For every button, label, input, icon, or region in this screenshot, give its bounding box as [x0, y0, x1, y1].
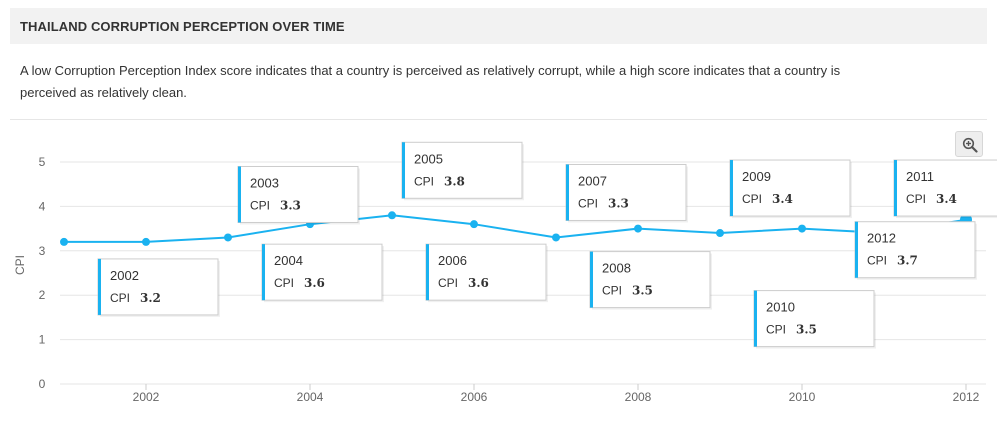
x-tick-label: 2006: [461, 390, 488, 404]
cpi-series-line: [64, 214, 967, 243]
tooltip-metric-label: CPI: [438, 276, 458, 290]
tooltip-year: 2006: [438, 253, 467, 268]
chart-section-title: THAILAND CORRUPTION PERCEPTION OVER TIME: [20, 19, 345, 34]
tooltip-value: 3.2: [140, 291, 161, 305]
data-point: [470, 220, 478, 229]
tooltip-year: 2009: [742, 169, 771, 184]
zoom-in-icon: [962, 137, 978, 153]
tooltip-year: 2012: [867, 231, 896, 246]
tooltip-value: 3.7: [897, 254, 918, 268]
tooltip-accent-bar: [238, 166, 241, 223]
x-tick-label: 2008: [625, 390, 652, 404]
x-tick-label: 2004: [297, 390, 324, 404]
tooltip-accent-bar: [855, 221, 858, 278]
y-tick-label: 5: [39, 155, 46, 169]
tooltip-value: 3.6: [304, 276, 325, 290]
tooltip-year: 2008: [602, 261, 631, 276]
tooltip-label-2012: 2012 CPI 3.7: [854, 221, 977, 280]
tooltip-box: [401, 141, 523, 199]
y-tick-label: 1: [39, 333, 46, 347]
tooltip-accent-bar: [98, 258, 101, 315]
tooltip-accent-bar: [894, 160, 897, 217]
chart-description: A low Corruption Perception Index score …: [20, 60, 960, 104]
description-line-2: perceived as relatively clean.: [20, 85, 187, 100]
tooltip-metric-label: CPI: [274, 276, 294, 290]
tooltip-label-2006: 2006 CPI 3.6: [425, 243, 548, 303]
tooltip-value: 3.4: [772, 192, 793, 206]
y-tick-label: 2: [39, 288, 46, 302]
tooltip-label-2011: 2011 CPI 3.4: [893, 159, 997, 219]
data-point: [142, 237, 150, 246]
tooltip-label-2008: 2008 CPI 3.5: [589, 251, 712, 310]
description-line-1: A low Corruption Perception Index score …: [20, 63, 841, 78]
tooltip-year: 2011: [906, 169, 934, 184]
data-point: [60, 237, 68, 246]
tooltip-metric-label: CPI: [766, 323, 786, 337]
tooltip-box: [893, 159, 997, 217]
tooltip-accent-bar: [730, 160, 733, 217]
tooltip-metric-label: CPI: [578, 196, 598, 210]
tooltip-value: 3.8: [444, 174, 465, 188]
tooltip-accent-bar: [402, 142, 405, 199]
tooltip-label-2002: 2002 CPI 3.2: [97, 258, 220, 317]
tooltip-box: [261, 243, 383, 301]
tooltip-value: 3.6: [468, 276, 489, 290]
tooltip-value: 3.3: [608, 196, 629, 210]
tooltip-metric-label: CPI: [110, 291, 130, 305]
tooltip-label-2003: 2003 CPI 3.3: [237, 165, 360, 225]
data-point: [388, 211, 396, 220]
tooltip-metric-label: CPI: [414, 174, 434, 188]
y-tick-label: 4: [39, 199, 46, 213]
tooltip-box: [589, 251, 711, 309]
tooltip-box: [425, 243, 547, 301]
tooltip-metric-label: CPI: [906, 192, 926, 206]
tooltip-box: [753, 290, 875, 348]
tooltip-year: 2003: [250, 175, 279, 190]
tooltip-accent-bar: [590, 251, 593, 308]
tooltip-label-2007: 2007 CPI 3.3: [565, 163, 688, 223]
tooltip-label-2005: 2005 CPI 3.8: [401, 141, 524, 201]
y-tick-label: 3: [39, 244, 46, 258]
data-point: [716, 229, 724, 238]
tooltip-accent-bar: [566, 164, 569, 221]
data-point: [798, 224, 806, 233]
tooltip-metric-label: CPI: [742, 192, 762, 206]
tooltip-accent-bar: [754, 290, 757, 347]
tooltip-accent-bar: [426, 244, 429, 301]
data-point: [224, 233, 232, 242]
tooltip-label-2010: 2010 CPI 3.5: [753, 290, 876, 349]
data-point: [634, 224, 642, 233]
tooltip-value: 3.3: [280, 198, 301, 212]
y-axis-title: CPI: [13, 255, 27, 275]
section-divider: [10, 119, 987, 120]
tooltip-year: 2005: [414, 151, 443, 166]
tooltip-metric-label: CPI: [602, 284, 622, 298]
tooltip-value: 3.5: [796, 323, 817, 337]
tooltip-metric-label: CPI: [867, 254, 887, 268]
tooltip-metric-label: CPI: [250, 198, 270, 212]
tooltip-box: [97, 258, 219, 316]
tooltip-year: 2004: [274, 253, 303, 268]
zoom-button[interactable]: [955, 131, 983, 157]
tooltip-year: 2010: [766, 300, 795, 315]
data-point: [552, 233, 560, 242]
tooltip-label-2009: 2009 CPI 3.4: [729, 159, 852, 219]
tooltip-year: 2007: [578, 173, 607, 188]
chart-header: THAILAND CORRUPTION PERCEPTION OVER TIME: [10, 8, 987, 44]
x-tick-label: 2012: [953, 390, 980, 404]
tooltip-year: 2002: [110, 268, 139, 283]
x-tick-label: 2002: [133, 390, 160, 404]
tooltip-label-2004: 2004 CPI 3.6: [261, 243, 384, 303]
x-tick-label: 2010: [789, 390, 816, 404]
tooltip-value: 3.4: [936, 192, 957, 206]
tooltip-value: 3.5: [632, 284, 653, 298]
tooltip-accent-bar: [262, 244, 265, 301]
tooltip-box: [729, 159, 851, 217]
y-tick-label: 0: [39, 377, 46, 391]
